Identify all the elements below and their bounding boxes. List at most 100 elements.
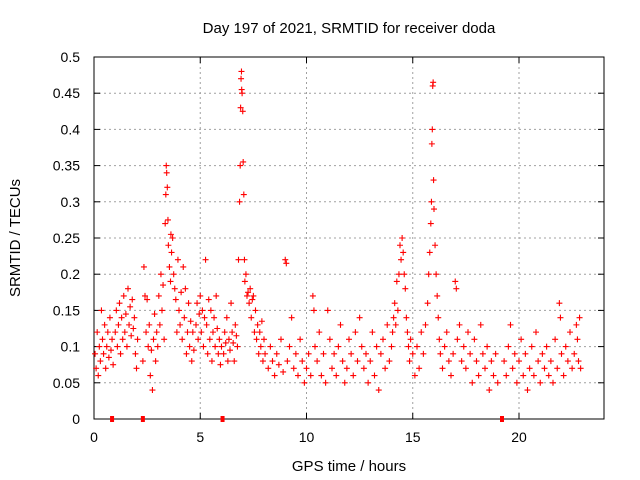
data-point (530, 372, 537, 379)
data-point (101, 321, 108, 328)
data-point (235, 256, 242, 263)
data-point (241, 278, 248, 285)
data-point (382, 365, 389, 372)
data-point (183, 350, 190, 357)
data-point (516, 358, 522, 365)
y-tick-label: 0.2 (61, 266, 81, 282)
data-point (228, 300, 235, 307)
data-point (197, 292, 204, 299)
data-point (386, 358, 393, 365)
data-point (462, 365, 469, 372)
data-point (377, 350, 384, 357)
y-tick-labels: 0 0.05 0.1 0.15 0.2 0.25 0.3 0.35 0.4 0.45 0.5 (53, 49, 80, 427)
data-point (230, 339, 237, 346)
data-point (132, 350, 139, 357)
data-point (554, 365, 561, 372)
data-point (403, 314, 410, 321)
data-point (577, 365, 584, 372)
data-point (297, 336, 304, 343)
data-point (400, 249, 407, 256)
data-point (409, 350, 416, 357)
data-point (333, 372, 340, 379)
data-point (402, 285, 409, 292)
data-point (211, 314, 218, 321)
data-point (155, 292, 162, 299)
y-tick-label: 0.5 (61, 49, 81, 65)
data-point (574, 336, 581, 343)
data-point (114, 343, 121, 350)
data-point (193, 321, 199, 328)
y-tick-label: 0.35 (53, 158, 80, 174)
x-tick-label: 15 (405, 429, 421, 445)
data-point (109, 336, 116, 343)
data-point (116, 300, 123, 307)
data-point (486, 387, 493, 394)
data-point (113, 307, 120, 314)
data-point (130, 325, 137, 332)
y-tick-label: 0.25 (53, 230, 80, 246)
data-point (526, 365, 533, 372)
data-point (392, 321, 399, 328)
data-point (397, 242, 403, 249)
data-point (163, 169, 170, 176)
data-point (280, 368, 287, 375)
data-point (246, 300, 253, 307)
data-point (119, 336, 126, 343)
data-point (450, 350, 457, 357)
data-point (146, 321, 153, 328)
gap-marker (110, 416, 115, 422)
data-point (167, 278, 174, 285)
data-point (405, 343, 412, 350)
data-point (180, 263, 187, 270)
data-point (301, 379, 308, 386)
data-point (229, 329, 236, 336)
data-point (562, 343, 569, 350)
data-point (414, 343, 420, 350)
data-point (238, 75, 245, 82)
data-point (258, 318, 265, 325)
data-point (164, 216, 171, 223)
data-point (367, 358, 374, 365)
data-point (224, 358, 231, 365)
data-point (432, 242, 439, 249)
data-point (307, 372, 314, 379)
data-point (128, 332, 135, 339)
data-point (356, 314, 363, 321)
data-point (488, 358, 495, 365)
data-point (248, 314, 255, 321)
data-point (445, 358, 452, 365)
data-point (238, 68, 245, 75)
data-point (310, 307, 317, 314)
data-point (350, 372, 357, 379)
data-point (576, 314, 583, 321)
data-point (252, 307, 259, 314)
data-point (110, 361, 117, 368)
data-point (424, 300, 431, 307)
data-point (329, 365, 335, 372)
data-point (452, 278, 459, 285)
data-point (411, 372, 418, 379)
data-point (186, 343, 193, 350)
data-point (283, 260, 290, 267)
data-point (395, 271, 402, 278)
data-point (225, 336, 232, 343)
data-point (365, 379, 372, 386)
data-point (416, 365, 423, 372)
data-point (188, 358, 195, 365)
data-point (322, 379, 329, 386)
data-point (426, 249, 433, 256)
data-point (560, 372, 567, 379)
data-point (227, 347, 233, 354)
data-point (535, 358, 542, 365)
data-point (433, 271, 440, 278)
data-point (314, 358, 321, 365)
data-point (420, 350, 427, 357)
data-point (239, 90, 246, 97)
data-point (341, 379, 348, 386)
data-point (354, 358, 361, 365)
data-point (122, 311, 129, 318)
data-point (295, 372, 301, 379)
data-point (112, 329, 119, 336)
data-point (375, 387, 382, 394)
data-point (299, 358, 306, 365)
